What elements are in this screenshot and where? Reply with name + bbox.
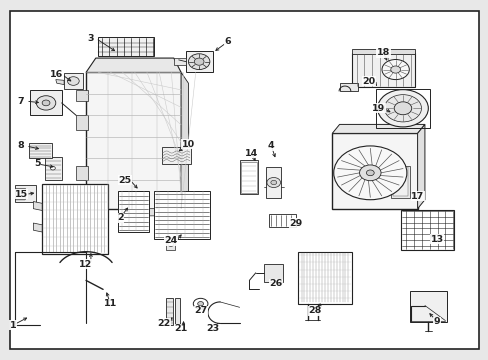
Bar xyxy=(30,90,61,116)
Polygon shape xyxy=(168,209,181,216)
Text: 20: 20 xyxy=(362,77,375,86)
Text: 9: 9 xyxy=(433,317,440,326)
Circle shape xyxy=(381,59,408,80)
Text: 21: 21 xyxy=(174,324,187,333)
Text: 19: 19 xyxy=(371,104,385,113)
Bar xyxy=(400,211,453,250)
Bar xyxy=(98,37,154,56)
Bar xyxy=(173,58,185,65)
Bar xyxy=(44,157,61,180)
Circle shape xyxy=(50,166,55,170)
Circle shape xyxy=(377,90,427,127)
Polygon shape xyxy=(144,209,157,216)
Text: 17: 17 xyxy=(410,192,424,201)
Bar xyxy=(409,291,446,321)
Bar xyxy=(175,298,180,325)
Bar xyxy=(161,147,190,164)
Text: 8: 8 xyxy=(18,141,24,150)
Circle shape xyxy=(266,177,280,188)
Text: 24: 24 xyxy=(164,237,178,246)
Bar xyxy=(264,264,282,282)
Circle shape xyxy=(42,100,50,106)
Bar xyxy=(266,167,281,198)
Circle shape xyxy=(194,58,203,65)
Polygon shape xyxy=(331,125,424,134)
Bar xyxy=(86,72,181,209)
Text: 2: 2 xyxy=(117,213,123,222)
Bar xyxy=(15,185,36,202)
Circle shape xyxy=(359,165,380,181)
Bar xyxy=(15,188,25,199)
Text: 28: 28 xyxy=(308,306,321,315)
Polygon shape xyxy=(181,72,188,209)
Bar xyxy=(42,184,108,253)
Text: 23: 23 xyxy=(206,324,219,333)
Text: 11: 11 xyxy=(103,299,117,308)
Circle shape xyxy=(36,96,56,110)
Circle shape xyxy=(188,54,209,69)
Polygon shape xyxy=(417,125,424,209)
Text: 25: 25 xyxy=(118,176,131,185)
Circle shape xyxy=(393,102,411,115)
Circle shape xyxy=(390,66,400,73)
Circle shape xyxy=(67,77,79,85)
Polygon shape xyxy=(56,80,64,85)
Text: 7: 7 xyxy=(18,96,24,105)
Text: 6: 6 xyxy=(224,37,230,46)
Text: 13: 13 xyxy=(429,235,443,244)
Text: 4: 4 xyxy=(267,141,274,150)
Circle shape xyxy=(193,298,207,309)
Bar xyxy=(331,134,417,209)
Text: 22: 22 xyxy=(157,319,170,328)
Text: 27: 27 xyxy=(194,306,207,315)
Text: 5: 5 xyxy=(34,159,41,168)
Text: 12: 12 xyxy=(79,260,92,269)
Bar xyxy=(390,166,409,198)
Bar xyxy=(241,162,256,193)
Polygon shape xyxy=(86,58,181,72)
Text: 10: 10 xyxy=(182,140,195,149)
Bar xyxy=(375,89,429,128)
Bar xyxy=(351,53,414,87)
Bar xyxy=(64,73,82,89)
Circle shape xyxy=(384,95,421,122)
Bar xyxy=(239,160,258,194)
Circle shape xyxy=(167,242,173,246)
Bar xyxy=(351,49,414,54)
Bar xyxy=(118,191,149,232)
Bar xyxy=(76,166,88,180)
Bar xyxy=(185,51,212,72)
Bar xyxy=(154,191,210,239)
Polygon shape xyxy=(33,223,42,232)
Polygon shape xyxy=(120,209,132,216)
Bar xyxy=(298,252,351,304)
Text: 1: 1 xyxy=(10,321,16,330)
Circle shape xyxy=(197,302,203,306)
Bar xyxy=(166,298,173,325)
Bar xyxy=(268,214,295,226)
Text: 18: 18 xyxy=(376,48,389,57)
Circle shape xyxy=(333,146,406,200)
Text: 29: 29 xyxy=(288,219,302,228)
Bar xyxy=(166,238,175,250)
Bar xyxy=(29,143,52,158)
Text: 26: 26 xyxy=(269,279,282,288)
Text: 15: 15 xyxy=(15,190,28,199)
Bar xyxy=(339,83,357,91)
Text: 3: 3 xyxy=(87,34,94,43)
Bar xyxy=(76,90,88,101)
Circle shape xyxy=(270,180,276,185)
Polygon shape xyxy=(33,202,42,211)
Bar xyxy=(392,167,407,196)
Bar xyxy=(76,116,88,130)
Text: 16: 16 xyxy=(50,70,63,79)
Polygon shape xyxy=(96,209,108,216)
Text: 14: 14 xyxy=(244,149,258,158)
Circle shape xyxy=(366,170,373,176)
